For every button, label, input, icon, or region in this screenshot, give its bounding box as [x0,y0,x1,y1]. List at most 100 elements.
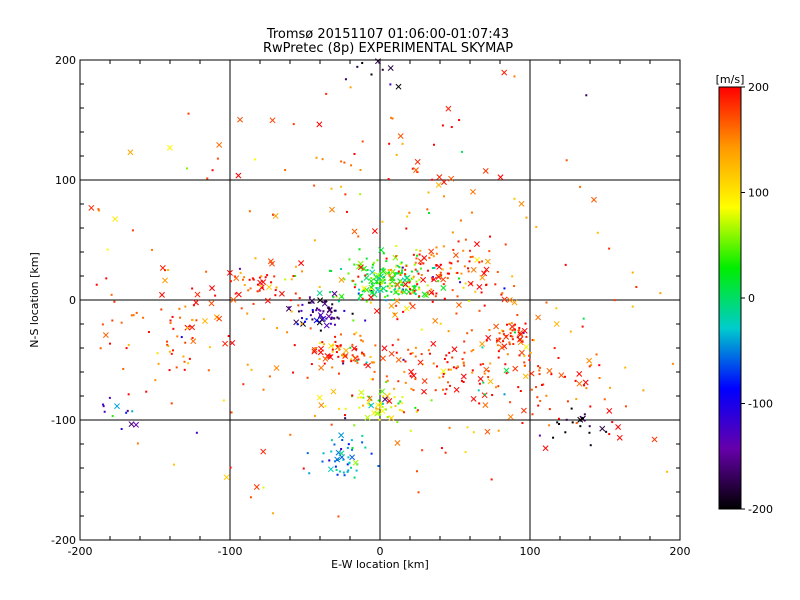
data-point-dot [401,396,404,399]
data-point-dot [157,362,160,365]
data-point-dot [131,410,134,413]
data-point-dot [125,411,128,414]
data-point-dot [471,371,474,374]
data-point-dot [477,389,480,392]
data-point-cross [483,266,490,273]
data-point-dot [520,334,523,337]
data-point-dot [120,427,123,430]
data-point-dot [191,287,194,290]
data-point-dot [395,265,398,268]
data-point-dot [195,319,198,322]
data-point-dot [381,402,384,405]
colorbar-tick-label: 0 [748,292,755,305]
data-point-cross [440,276,447,283]
data-point-dot [315,156,318,159]
data-point-dot [207,369,210,372]
data-point-dot [351,447,354,450]
data-point-dot [187,112,190,115]
data-point-dot [624,405,627,408]
data-point-dot [439,263,442,266]
data-point-cross [313,317,320,324]
data-point-dot [357,292,360,295]
data-point-dot [318,357,321,360]
data-point-cross [375,402,382,408]
data-point-dot [361,140,364,143]
data-point-dot [95,283,98,286]
data-point-cross [591,196,597,203]
data-point-dot [168,369,171,372]
data-point-dot [463,340,466,343]
data-point-dot [183,368,186,371]
data-point-dot [528,354,531,357]
data-point-dot [339,333,342,336]
data-point-dot [211,169,214,172]
data-point-cross [394,297,400,304]
data-point-dot [444,392,447,395]
data-point-dot [347,272,350,275]
data-point-dot [411,351,414,354]
data-point-dot [258,276,261,279]
data-point-dot [371,266,374,269]
data-point-dot [400,261,403,264]
data-point-dot [383,278,386,281]
data-point-cross [388,302,395,309]
data-point-dot [333,323,336,326]
data-point-dot [127,343,130,346]
data-point-dot [401,142,404,145]
data-point-cross [558,372,565,379]
data-point-dot [511,338,514,341]
data-point-dot [548,424,551,427]
data-point-dot [398,408,401,411]
data-point-cross [318,402,325,409]
data-point-dot [466,426,469,429]
data-point-dot [351,448,354,451]
data-point-dot [397,270,400,273]
data-point-dot [469,249,472,252]
data-point-dot [229,466,232,469]
data-point-dot [416,283,419,286]
data-point-dot [274,289,277,292]
data-point-dot [482,381,485,384]
data-point-dot [457,240,460,243]
data-point-dot [400,271,403,274]
data-point-dot [340,267,343,270]
data-point-dot [516,313,519,316]
data-point-dot [111,415,114,418]
data-point-dot [497,429,500,432]
data-point-dot [336,344,339,347]
data-point-dot [294,292,297,295]
data-point-dot [184,341,187,344]
data-point-cross [166,144,173,151]
data-point-cross [453,386,460,393]
data-point-dot [344,193,347,196]
data-point-dot [419,267,422,270]
data-point-dot [227,335,230,338]
data-point-dot [306,452,309,455]
data-point-dot [431,178,434,181]
data-point-dot [417,272,420,275]
data-point-dot [386,379,389,382]
data-point-dot [491,393,494,396]
data-point-dot [296,323,299,326]
data-point-dot [304,320,307,323]
data-point-dot [385,257,388,260]
data-point-dot [403,273,406,276]
x-tick-label: 0 [377,545,384,558]
data-point-dot [521,340,524,343]
data-point-dot [456,295,459,298]
data-point-cross [194,291,201,298]
data-point-dot [182,355,185,358]
data-point-dot [371,284,374,287]
data-point-dot [346,446,349,449]
data-point-dot [301,317,304,320]
data-point-cross [338,450,345,457]
data-point-cross [470,188,476,195]
data-point-dot [427,191,430,194]
data-point-dot [569,330,572,333]
data-point-cross [316,121,323,128]
data-point-cross [606,407,613,414]
data-point-dot [252,278,255,281]
data-point-dot [154,379,157,382]
data-point-dot [387,271,390,274]
data-point-cross [334,456,341,463]
